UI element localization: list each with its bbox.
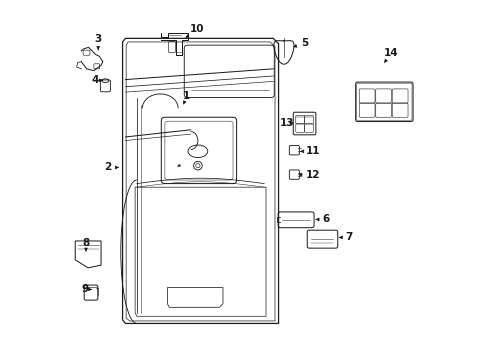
Text: 10: 10 <box>185 24 204 37</box>
Text: 4: 4 <box>92 75 102 85</box>
Text: 12: 12 <box>299 170 319 180</box>
Text: 1: 1 <box>183 91 190 104</box>
Text: 13: 13 <box>279 118 293 128</box>
Text: 5: 5 <box>293 38 308 48</box>
Text: 14: 14 <box>384 48 398 63</box>
Text: 7: 7 <box>339 232 352 242</box>
Text: 3: 3 <box>94 35 102 50</box>
Text: 6: 6 <box>315 215 328 224</box>
Text: 9: 9 <box>81 284 91 294</box>
Text: 2: 2 <box>104 162 118 172</box>
Text: 11: 11 <box>300 146 319 156</box>
Text: 8: 8 <box>82 238 89 251</box>
